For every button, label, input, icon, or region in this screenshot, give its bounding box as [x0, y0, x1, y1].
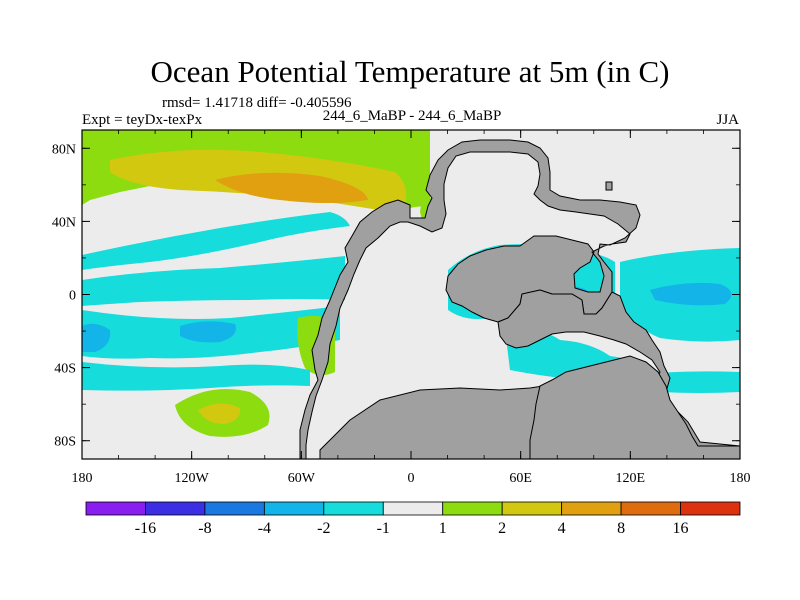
- axis-ticks: [81, 130, 741, 459]
- land-islet: [605, 181, 613, 191]
- contour-cyan-midlat: [82, 212, 350, 270]
- land-gondwana-east: [529, 355, 740, 459]
- colorbar-label: -2: [317, 520, 330, 537]
- x-tick-label: 0: [408, 471, 415, 486]
- x-tick-label: 180: [72, 471, 93, 486]
- colorbar-label: -1: [377, 520, 390, 537]
- y-tick-label: 80S: [54, 435, 76, 450]
- colorbar-box: [442, 501, 503, 516]
- colorbar-label: 4: [558, 520, 566, 537]
- colorbar-box: [204, 501, 265, 516]
- colorbar-box: [85, 501, 146, 516]
- map-plot: [82, 130, 740, 459]
- colorbar-box: [561, 501, 622, 516]
- colorbar-box: [263, 501, 325, 516]
- contour-lightblue-west: [82, 323, 111, 352]
- colorbar-label: 16: [673, 520, 689, 537]
- colorbar-box: [680, 501, 741, 516]
- stats-text: rmsd= 1.41718 diff= -0.405596: [162, 95, 352, 111]
- x-tick-label: 60E: [509, 471, 532, 486]
- contour-orange-north: [215, 172, 368, 203]
- colorbar-box: [501, 501, 563, 516]
- x-axis-labels: 180 120W 60W 0 60E 120E 180: [72, 471, 751, 486]
- colorbar-labels: -16 -8 -4 -2 -1 1 2 4 8 16: [135, 520, 689, 537]
- colorbar-box: [382, 501, 444, 516]
- contour-lightblue-east: [650, 282, 732, 306]
- colorbar-label: -4: [258, 520, 271, 537]
- colorbar-label: 2: [498, 520, 506, 537]
- colorbar-label: -8: [198, 520, 211, 537]
- contour-yellow-southpacific: [198, 403, 241, 424]
- colorbar-box: [323, 501, 384, 516]
- y-tick-label: 80N: [52, 142, 76, 157]
- y-tick-label: 0: [69, 289, 76, 304]
- colorbar-box: [145, 501, 206, 516]
- colorbar-label: 8: [617, 520, 625, 537]
- chart-title: Ocean Potential Temperature at 5m (in C): [151, 54, 670, 89]
- colorbar-label: -16: [135, 520, 156, 537]
- y-tick-label: 40N: [52, 215, 76, 230]
- colorbar-label: 1: [439, 520, 447, 537]
- land-pangaea: [299, 139, 641, 459]
- colorbar: [85, 501, 741, 516]
- y-tick-label: 40S: [54, 362, 76, 377]
- x-tick-label: 180: [730, 471, 751, 486]
- colorbar-box: [620, 501, 681, 516]
- y-axis-labels: 80N 40N 0 40S 80S: [52, 142, 76, 449]
- x-tick-label: 120W: [175, 471, 210, 486]
- case-label: 244_6_MaBP - 244_6_MaBP: [323, 108, 502, 124]
- x-tick-label: 120E: [616, 471, 646, 486]
- experiment-label: Expt = teyDx-texPx: [82, 112, 203, 128]
- contour-lightblue-mid: [180, 321, 236, 343]
- x-tick-label: 60W: [288, 471, 316, 486]
- contour-cyan-south: [82, 362, 310, 391]
- contour-cyan-subtrop: [82, 256, 345, 306]
- season-label: JJA: [716, 112, 739, 128]
